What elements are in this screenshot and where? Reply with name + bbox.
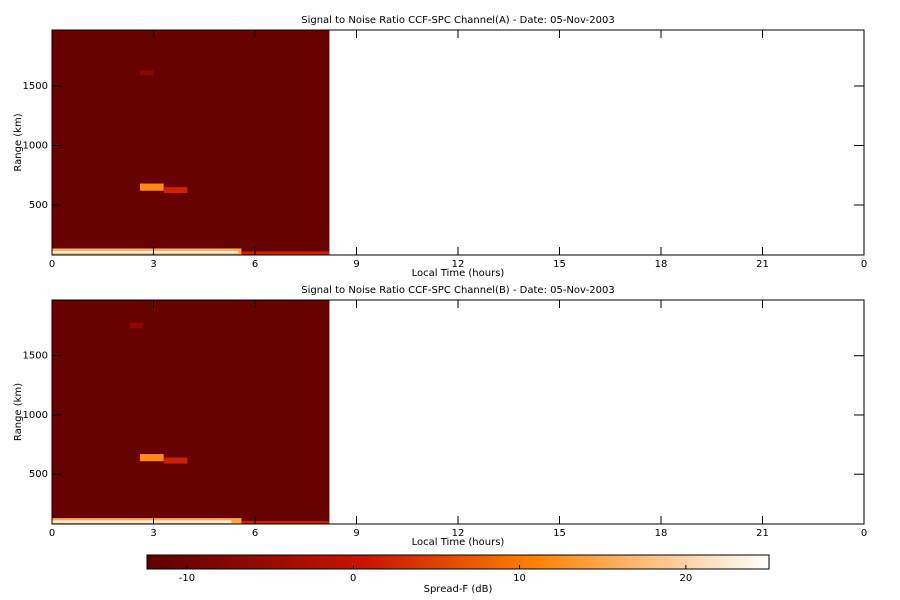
heatmap-cell [241,251,330,255]
x-tick-label: 15 [553,259,566,270]
y-tick-label: 1000 [23,140,48,151]
x-tick-label: 12 [452,528,465,539]
colorbar-tick-label: 0 [350,573,356,584]
x-tick-label: 9 [353,528,359,539]
heatmap-cell [163,187,188,194]
heatmap-cell [52,520,232,523]
x-tick-label: 3 [150,528,156,539]
heatmap-cell [52,250,239,254]
colorbar-label: Spread-F (dB) [424,584,493,595]
heatmap-cell [139,183,164,191]
colorbar-tick-label: -10 [179,573,195,584]
colorbar [146,554,770,570]
x-tick-label: 3 [150,259,156,270]
x-tick-label: 0 [861,528,867,539]
y-tick-label: 500 [29,200,48,211]
y-axis-label: Range (km) [13,113,24,171]
chart-title: Signal to Noise Ratio CCF-SPC Channel(A)… [301,15,615,26]
y-tick-label: 1500 [23,351,48,362]
y-tick-label: 1500 [23,81,48,92]
colorbar-tick-label: 20 [679,573,692,584]
x-tick-label: 18 [655,259,668,270]
colorbar-tick-label: 10 [513,573,526,584]
x-tick-label: 12 [452,259,465,270]
chart-title: Signal to Noise Ratio CCF-SPC Channel(B)… [301,285,615,296]
x-tick-label: 0 [49,528,55,539]
y-axis-label: Range (km) [13,383,24,441]
x-tick-label: 0 [49,259,55,270]
heatmap-cell [52,30,330,255]
x-axis-label: Local Time (hours) [412,268,505,279]
x-tick-label: 9 [353,259,359,270]
heatmap-cell [241,521,330,524]
x-tick-label: 6 [252,528,258,539]
x-tick-label: 21 [756,528,769,539]
heatmap-cell [139,70,154,76]
x-tick-label: 15 [553,528,566,539]
heatmap-cell [139,454,164,462]
x-tick-label: 0 [861,259,867,270]
heatmap-cell [52,300,330,524]
y-tick-label: 500 [29,469,48,480]
heatmap-cell [129,322,144,329]
y-tick-label: 1000 [23,410,48,421]
x-axis-label: Local Time (hours) [412,537,505,548]
x-tick-label: 21 [756,259,769,270]
x-tick-label: 18 [655,528,668,539]
heatmap-cell [163,457,188,464]
x-tick-label: 6 [252,259,258,270]
